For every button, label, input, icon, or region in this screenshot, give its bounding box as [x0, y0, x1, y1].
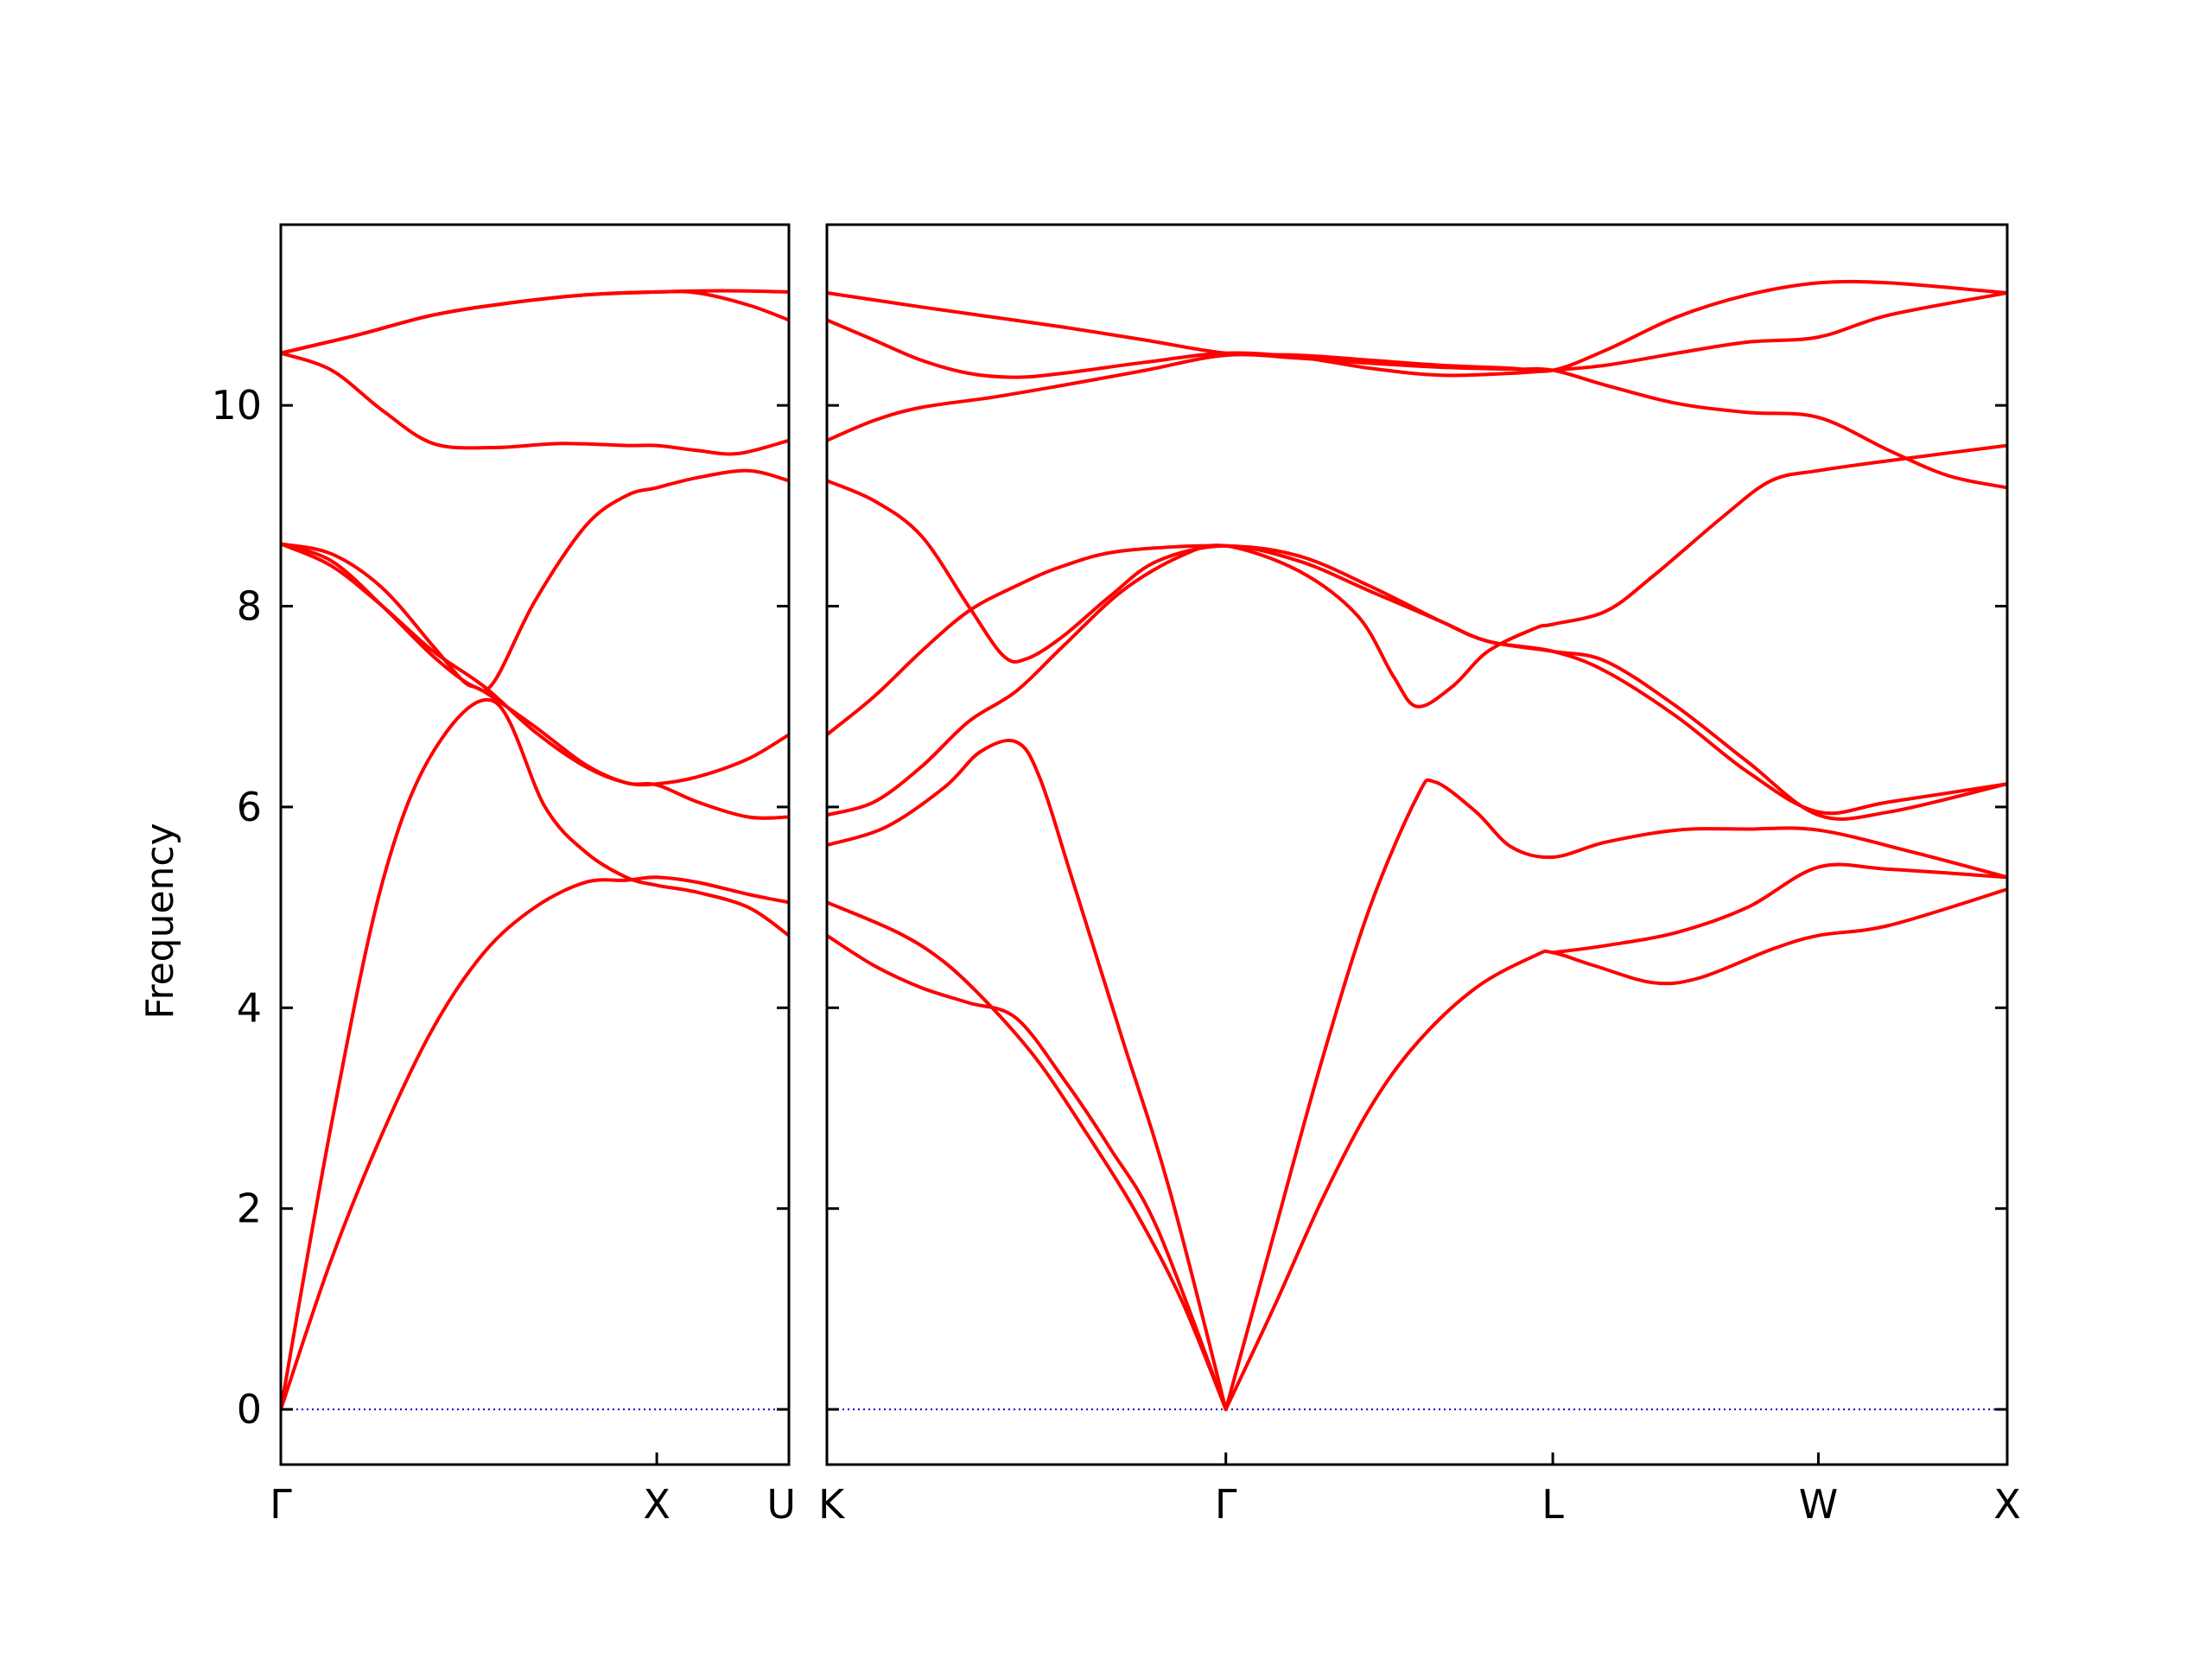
x-tick-label: X	[1993, 1481, 2021, 1528]
panel-right-band-5	[1224, 887, 2007, 1412]
y-tick-label: 4	[237, 984, 262, 1031]
y-tick-label: 10	[211, 382, 262, 429]
panel-right-band-8	[827, 543, 2007, 816]
x-tick-label: W	[1799, 1481, 1838, 1528]
panel-left-band-6	[281, 351, 789, 456]
panel-right-band-1	[827, 900, 1228, 1412]
panel-left-band-8	[281, 289, 789, 355]
panel-left-frame	[279, 223, 791, 1466]
x-tick-label: Γ	[1215, 1481, 1237, 1528]
y-tick-label: 8	[237, 583, 262, 630]
panel-left-band-2	[281, 875, 789, 1412]
panel-right-band-4	[1224, 778, 2007, 1412]
panel-right-band-2	[827, 933, 1228, 1412]
panel-right-band-9	[827, 479, 2007, 821]
x-tick-label: K	[818, 1481, 846, 1528]
panel-right-band-3	[827, 738, 1228, 1412]
panel-right-band-7	[827, 443, 2007, 817]
panel-right-frame	[825, 223, 2009, 1466]
bands-layer	[281, 279, 2007, 1412]
x-tick-label: Γ	[270, 1481, 292, 1528]
x-tick-label: L	[1541, 1481, 1564, 1528]
panel-left-band-5	[281, 468, 789, 693]
panel-right-band-11	[827, 291, 2007, 379]
y-axis-label: Frequency	[138, 823, 182, 1019]
panel-right-band-6	[1551, 862, 2007, 955]
x-tick-label: X	[643, 1481, 671, 1528]
panel-right-band-12	[827, 279, 2007, 373]
y-tick-label: 6	[237, 784, 262, 830]
x-tick-label: U	[766, 1481, 796, 1528]
panel-frames: 0 2 4 6 8 10 Γ X U K Γ L W X	[211, 223, 2021, 1528]
panel-left-band-4	[281, 542, 789, 820]
y-tick-label: 2	[237, 1185, 262, 1232]
panel-right-band-10	[827, 353, 2007, 490]
panel-right-bands	[827, 279, 2007, 1412]
panel-left-bands	[281, 289, 789, 1412]
panel-left-band-1	[281, 698, 789, 1412]
y-tick-label: 0	[237, 1386, 262, 1433]
